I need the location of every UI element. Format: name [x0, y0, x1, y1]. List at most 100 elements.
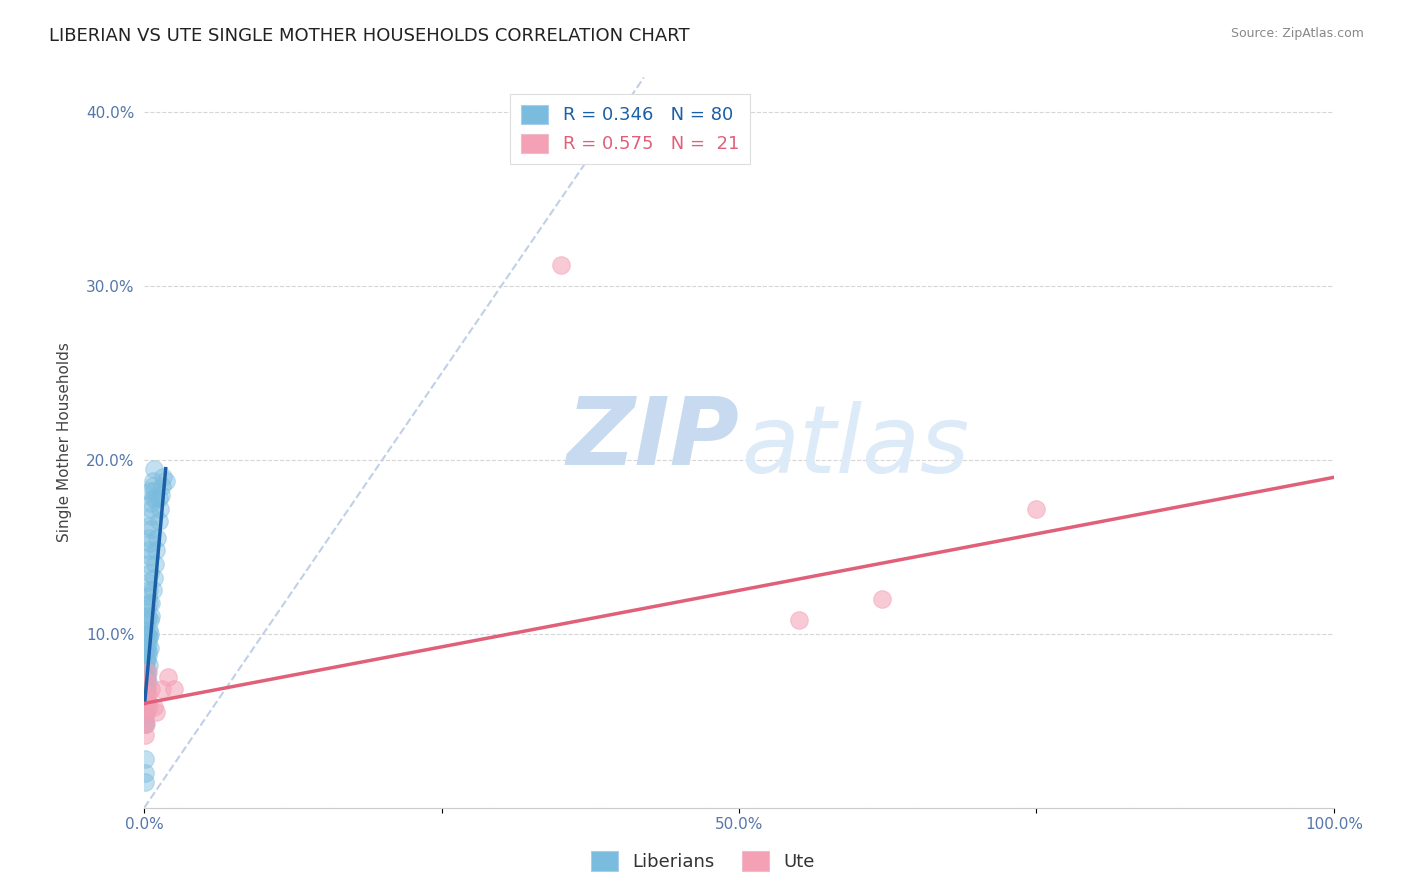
Point [141, 508, 163, 523]
Point [139, 549, 162, 563]
Point [138, 543, 160, 558]
Point [1025, 501, 1047, 516]
Point [136, 630, 159, 644]
Point [150, 479, 173, 493]
Point [134, 714, 156, 728]
Point [150, 682, 173, 697]
Point [163, 682, 186, 697]
Point [138, 644, 160, 658]
Point [139, 627, 162, 641]
Point [143, 558, 166, 572]
Point [157, 670, 180, 684]
Point [141, 609, 163, 624]
Point [149, 501, 172, 516]
Point [138, 595, 160, 609]
Point [138, 630, 160, 644]
Point [135, 682, 157, 697]
Point [134, 688, 156, 702]
Point [135, 640, 157, 655]
Point [138, 688, 160, 702]
Point [134, 717, 156, 731]
Point [134, 752, 156, 766]
Point [134, 658, 156, 673]
Point [138, 640, 160, 655]
Point [142, 479, 165, 493]
Point [134, 644, 156, 658]
Point [134, 699, 156, 714]
Point [138, 566, 160, 580]
Point [870, 592, 893, 607]
Point [139, 523, 162, 537]
Point [135, 705, 157, 719]
Point [136, 675, 159, 690]
Point [134, 728, 156, 742]
Point [136, 665, 159, 679]
Point [136, 600, 159, 615]
Point [139, 536, 162, 550]
Point [142, 484, 165, 499]
Point [134, 710, 156, 724]
Point [142, 699, 165, 714]
Text: atlas: atlas [741, 401, 970, 491]
Point [136, 589, 159, 603]
Point [149, 488, 172, 502]
Point [139, 613, 162, 627]
Point [135, 670, 157, 684]
Point [135, 691, 157, 706]
Point [787, 613, 810, 627]
Point [136, 574, 159, 589]
Point [135, 682, 157, 697]
Point [136, 653, 159, 667]
Point [135, 670, 157, 684]
Point [135, 705, 157, 719]
Point [152, 470, 174, 484]
Point [141, 682, 163, 697]
Point [134, 717, 156, 731]
Point [148, 491, 170, 506]
Point [146, 531, 169, 545]
Point [135, 699, 157, 714]
Point [148, 514, 170, 528]
Point [134, 675, 156, 690]
Point [141, 496, 163, 510]
Point [135, 717, 157, 731]
Legend: R = 0.346   N = 80, R = 0.575   N =  21: R = 0.346 N = 80, R = 0.575 N = 21 [510, 94, 749, 164]
Point [550, 258, 572, 272]
Point [155, 474, 177, 488]
Point [134, 670, 156, 684]
Point [134, 693, 156, 707]
Text: Source: ZipAtlas.com: Source: ZipAtlas.com [1230, 27, 1364, 40]
Point [142, 583, 165, 598]
Point [142, 474, 165, 488]
Point [145, 705, 167, 719]
Point [138, 609, 160, 624]
Point [138, 519, 160, 533]
Point [145, 543, 167, 558]
Point [135, 693, 157, 707]
Point [134, 774, 156, 789]
Point [142, 571, 165, 585]
Point [135, 640, 157, 655]
Point [142, 491, 165, 506]
Point [141, 595, 163, 609]
Point [138, 583, 160, 598]
Point [138, 624, 160, 638]
Point [136, 665, 159, 679]
Point [134, 765, 156, 780]
Point [143, 491, 166, 506]
Point [138, 558, 160, 572]
Text: ZIP: ZIP [567, 392, 740, 485]
Point [134, 705, 156, 719]
Point [136, 635, 159, 649]
Text: LIBERIAN VS UTE SINGLE MOTHER HOUSEHOLDS CORRELATION CHART: LIBERIAN VS UTE SINGLE MOTHER HOUSEHOLDS… [49, 27, 690, 45]
Point [139, 484, 162, 499]
Point [135, 682, 157, 697]
Point [135, 653, 157, 667]
Point [136, 648, 159, 662]
Point [141, 501, 163, 516]
Legend: Liberians, Ute: Liberians, Ute [583, 844, 823, 879]
Point [135, 627, 157, 641]
Point [138, 531, 160, 545]
Point [135, 613, 157, 627]
Point [135, 627, 157, 641]
